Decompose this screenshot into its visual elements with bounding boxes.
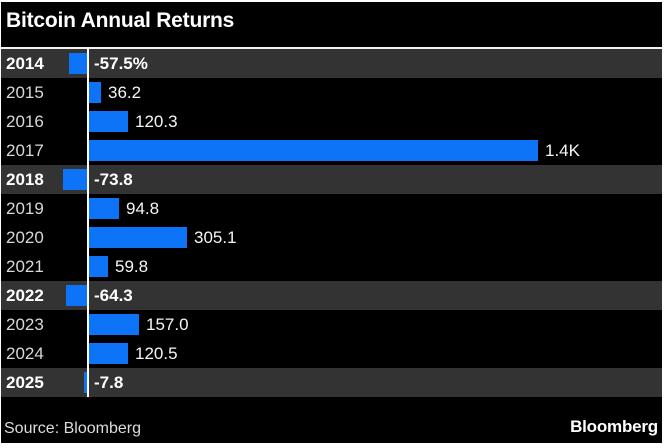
chart-row: 2022 -64.3 (1, 281, 662, 310)
value-label: -7.8 (94, 372, 124, 392)
return-bar (89, 343, 128, 364)
year-label: 2022 (6, 285, 44, 305)
year-label: 2019 (6, 198, 44, 218)
chart-row: 2015 36.2 (1, 78, 662, 107)
return-bar (89, 82, 101, 103)
chart-card: Bitcoin Annual Returns 2014 -57.5% 2015 36.… (1, 2, 662, 443)
return-bar (89, 198, 119, 219)
value-label: 120.3 (135, 111, 178, 131)
chart-row: 2017 1.4K (1, 136, 662, 165)
value-label: 120.5 (135, 343, 178, 363)
year-label: 2025 (6, 372, 44, 392)
year-label: 2016 (6, 111, 44, 131)
year-label: 2024 (6, 343, 44, 363)
year-label: 2021 (6, 256, 44, 276)
year-label: 2018 (6, 169, 44, 189)
value-label: 94.8 (126, 198, 160, 218)
return-bar (84, 372, 87, 393)
return-bar (66, 285, 87, 306)
chart-row: 2024 120.5 (1, 339, 662, 368)
value-label: 59.8 (115, 256, 149, 276)
return-bar (63, 169, 87, 190)
year-label: 2014 (6, 53, 44, 73)
return-bar (89, 227, 187, 248)
chart-row: 2014 -57.5% (1, 49, 662, 78)
bloomberg-logo: Bloomberg (570, 417, 658, 436)
value-label: 1.4K (545, 140, 580, 160)
value-label: -73.8 (94, 169, 133, 189)
value-label: 305.1 (194, 227, 237, 247)
return-bar (89, 140, 538, 161)
return-bar (69, 53, 87, 74)
year-label: 2017 (6, 140, 44, 160)
value-label: -57.5% (94, 53, 148, 73)
return-bar (89, 314, 139, 335)
chart-rows: 2014 -57.5% 2015 36.2 2016 120.3 2017 1.4K 2018 -… (1, 49, 662, 397)
value-label: 157.0 (146, 314, 189, 334)
year-label: 2020 (6, 227, 44, 247)
zero-axis-line (87, 49, 89, 397)
chart-row: 2016 120.3 (1, 107, 662, 136)
chart-footer: Source: Bloomberg Bloomberg (1, 399, 662, 443)
year-label: 2023 (6, 314, 44, 334)
page-title: Bitcoin Annual Returns (6, 9, 235, 32)
return-bar (89, 111, 128, 132)
value-label: -64.3 (94, 285, 133, 305)
chart-row: 2021 59.8 (1, 252, 662, 281)
value-label: 36.2 (108, 82, 142, 102)
chart-row: 2025 -7.8 (1, 368, 662, 397)
chart-row: 2019 94.8 (1, 194, 662, 223)
title-rule (1, 47, 662, 49)
chart-row: 2018 -73.8 (1, 165, 662, 194)
return-bar (89, 256, 108, 277)
chart-row: 2020 305.1 (1, 223, 662, 252)
chart-row: 2023 157.0 (1, 310, 662, 339)
source-note: Source: Bloomberg (4, 420, 141, 437)
year-label: 2015 (6, 82, 44, 102)
